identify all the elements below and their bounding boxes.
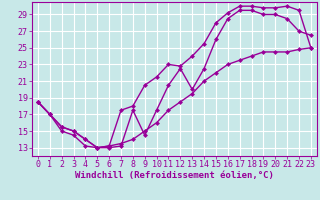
X-axis label: Windchill (Refroidissement éolien,°C): Windchill (Refroidissement éolien,°C): [75, 171, 274, 180]
